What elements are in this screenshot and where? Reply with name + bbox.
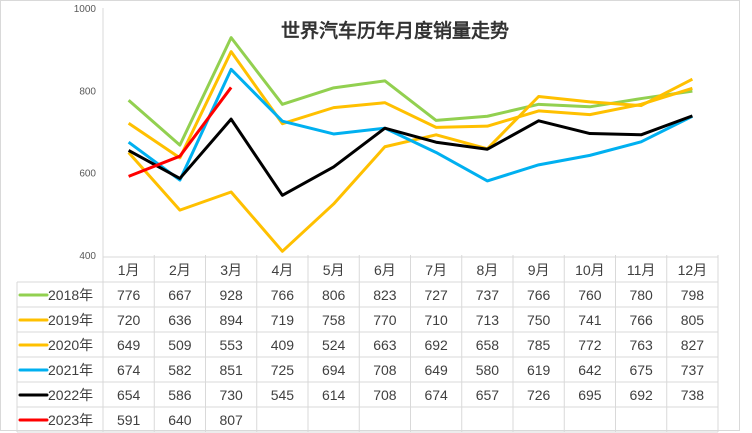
data-cell: 642 — [578, 362, 602, 378]
y-tick-label: 400 — [79, 251, 96, 262]
data-cell: 851 — [219, 362, 243, 378]
category-header: 10月 — [575, 262, 605, 278]
data-cell: 545 — [271, 387, 295, 403]
data-cell: 649 — [117, 337, 141, 353]
data-cell: 725 — [271, 362, 295, 378]
category-header: 12月 — [678, 262, 708, 278]
series-name: 2018年 — [48, 287, 93, 303]
chart-frame — [0, 0, 740, 431]
data-cell: 807 — [219, 412, 243, 428]
data-cell: 726 — [527, 387, 551, 403]
data-cell: 674 — [424, 387, 448, 403]
data-cell: 654 — [117, 387, 141, 403]
y-tick-label: 600 — [79, 169, 96, 180]
data-cell: 772 — [578, 337, 602, 353]
data-cell: 674 — [117, 362, 141, 378]
data-cell: 553 — [219, 337, 243, 353]
data-cell: 738 — [681, 387, 705, 403]
data-cell: 667 — [168, 287, 192, 303]
category-header: 4月 — [271, 262, 293, 278]
data-cell: 713 — [476, 312, 500, 328]
data-cell: 640 — [168, 412, 192, 428]
category-header: 11月 — [627, 262, 656, 278]
series-name: 2021年 — [48, 362, 93, 378]
data-cell: 805 — [681, 312, 705, 328]
data-cell: 806 — [322, 287, 346, 303]
data-cell: 636 — [168, 312, 192, 328]
data-cell: 649 — [424, 362, 448, 378]
data-cell: 694 — [322, 362, 346, 378]
data-cell: 582 — [168, 362, 192, 378]
data-cell: 524 — [322, 337, 346, 353]
data-cell: 708 — [373, 362, 397, 378]
series-line — [128, 86, 233, 178]
data-cell: 737 — [681, 362, 705, 378]
series-name: 2020年 — [48, 337, 93, 353]
data-cell: 928 — [219, 287, 243, 303]
data-cell: 409 — [271, 337, 295, 353]
series-name: 2023年 — [48, 412, 93, 428]
category-header: 3月 — [220, 262, 242, 278]
data-cell: 780 — [629, 287, 653, 303]
category-header: 9月 — [528, 262, 550, 278]
y-tick-label: 1000 — [74, 4, 97, 15]
data-cell: 663 — [373, 337, 397, 353]
data-cell: 614 — [322, 387, 346, 403]
data-cell: 675 — [629, 362, 653, 378]
data-cell: 720 — [117, 312, 141, 328]
data-cell: 509 — [168, 337, 192, 353]
data-cell: 823 — [373, 287, 397, 303]
data-cell: 827 — [681, 337, 705, 353]
series-name: 2019年 — [48, 312, 93, 328]
category-header: 1月 — [118, 262, 140, 278]
data-cell: 658 — [476, 337, 500, 353]
data-cell: 766 — [527, 287, 551, 303]
category-header: 7月 — [425, 262, 447, 278]
data-cell: 710 — [424, 312, 448, 328]
data-cell: 776 — [117, 287, 141, 303]
data-cell: 737 — [476, 287, 500, 303]
data-cell: 730 — [219, 387, 243, 403]
category-header: 2月 — [169, 262, 191, 278]
data-cell: 766 — [629, 312, 653, 328]
data-cell: 719 — [271, 312, 295, 328]
data-cell: 766 — [271, 287, 295, 303]
category-header: 6月 — [374, 262, 396, 278]
data-cell: 695 — [578, 387, 602, 403]
data-cell: 591 — [117, 412, 141, 428]
y-tick-label: 800 — [79, 86, 96, 97]
series-line — [127, 36, 693, 147]
data-cell: 657 — [476, 387, 500, 403]
data-cell: 741 — [578, 312, 602, 328]
data-cell: 760 — [578, 287, 602, 303]
category-header: 5月 — [323, 262, 345, 278]
category-header: 8月 — [476, 262, 498, 278]
data-cell: 770 — [373, 312, 397, 328]
data-cell: 586 — [168, 387, 192, 403]
series-line — [127, 67, 694, 183]
data-cell: 619 — [527, 362, 551, 378]
data-cell: 692 — [424, 337, 448, 353]
data-cell: 692 — [629, 387, 653, 403]
data-cell: 708 — [373, 387, 397, 403]
data-cell: 750 — [527, 312, 551, 328]
data-cell: 727 — [424, 287, 448, 303]
data-cell: 763 — [629, 337, 653, 353]
series-name: 2022年 — [48, 387, 93, 403]
data-cell: 798 — [681, 287, 705, 303]
data-cell: 785 — [527, 337, 551, 353]
data-cell: 580 — [476, 362, 500, 378]
data-cell: 758 — [322, 312, 346, 328]
series-line — [127, 50, 693, 160]
chart-title: 世界汽车历年月度销量走势 — [280, 20, 509, 42]
data-cell: 894 — [219, 312, 243, 328]
series-line — [127, 114, 693, 197]
